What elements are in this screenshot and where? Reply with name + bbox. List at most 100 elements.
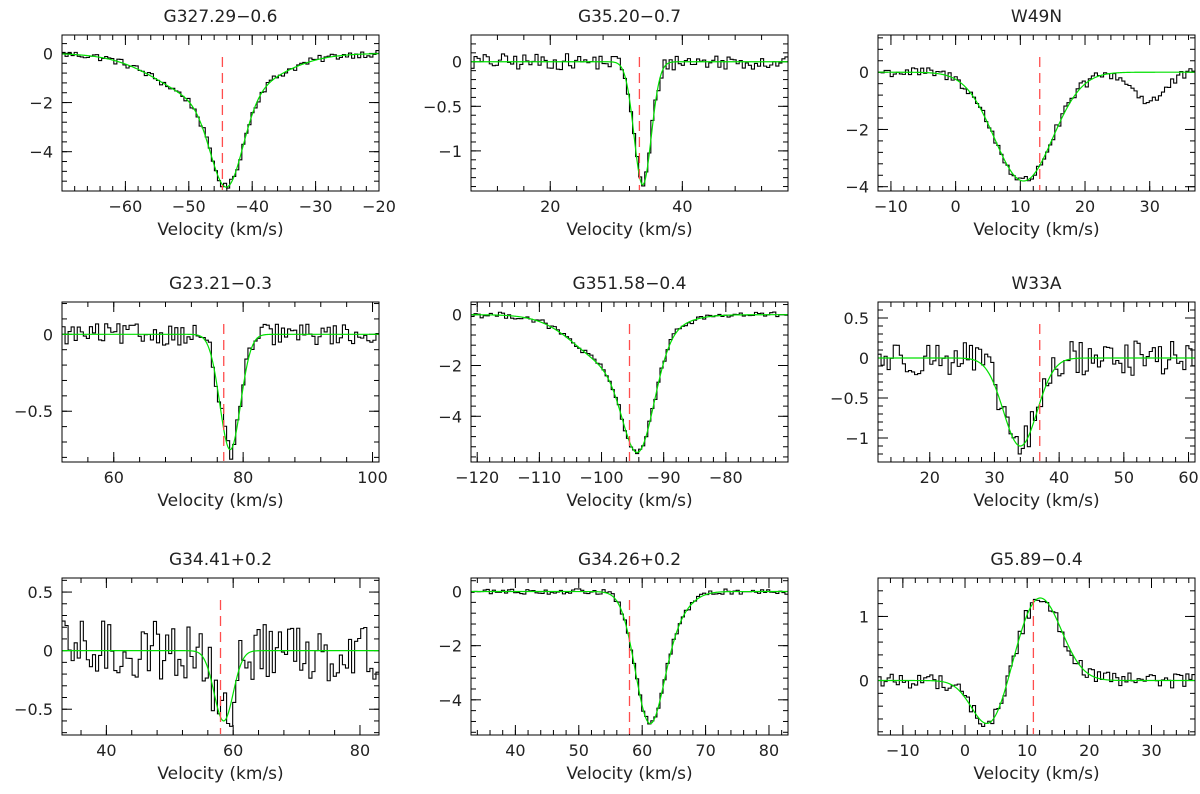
- observed-spectrum: [62, 323, 379, 460]
- y-tick-label: −4: [438, 407, 462, 426]
- y-tick-label: −0.5: [423, 97, 462, 116]
- y-tick-label: −0.5: [830, 389, 869, 408]
- panel-frame: [877, 301, 1196, 463]
- x-tick-label: 60: [632, 741, 652, 760]
- x-tick-label: 80: [350, 741, 370, 760]
- y-tick-label: 0.5: [28, 583, 53, 602]
- x-tick-label: 10: [1010, 197, 1030, 216]
- x-tick-label: −90: [647, 468, 681, 487]
- y-tick-label: 0.5: [844, 309, 869, 328]
- y-tick-label: −2: [438, 637, 462, 656]
- panel-frame: [61, 34, 380, 192]
- x-tick-label: 80: [233, 468, 253, 487]
- x-tick-label: 60: [1178, 468, 1198, 487]
- gaussian-fit-line: [62, 333, 379, 451]
- x-axis-label: Velocity (km/s): [157, 220, 283, 240]
- observed-spectrum: [878, 67, 1195, 182]
- panel-frame: [61, 301, 380, 463]
- x-tick-label: 0: [951, 197, 961, 216]
- y-tick-label: 0: [859, 63, 869, 82]
- spectrum-panel: G34.26+0.2 40 50 60 70 80 0 −2 −4 Velocity (km/s): [438, 550, 789, 784]
- y-tick-label: −2: [845, 120, 869, 139]
- panel-title: W33A: [1011, 274, 1061, 294]
- x-tick-label: 60: [104, 468, 124, 487]
- x-tick-label: −110: [517, 468, 561, 487]
- gaussian-fit-line: [62, 53, 379, 188]
- x-tick-label: −10: [886, 741, 920, 760]
- y-tick-label: −4: [438, 691, 462, 710]
- y-tick-label: −0.5: [14, 700, 53, 719]
- panel-title: G351.58−0.4: [573, 274, 687, 294]
- x-tick-label: −50: [172, 197, 206, 216]
- x-tick-label: 70: [695, 741, 715, 760]
- gaussian-fit-line: [878, 357, 1195, 447]
- spectrum-panel: W49N −10 0 10 20 30 0 −2 −4 Velocity (km/s): [845, 7, 1196, 240]
- x-tick-label: 100: [357, 468, 388, 487]
- x-tick-label: 20: [540, 197, 560, 216]
- x-tick-label: −40: [235, 197, 269, 216]
- y-tick-label: 0: [452, 53, 462, 72]
- x-tick-label: −30: [299, 197, 333, 216]
- x-axis-label: Velocity (km/s): [157, 491, 283, 511]
- y-tick-label: 0: [452, 583, 462, 602]
- x-tick-label: 30: [984, 468, 1004, 487]
- x-tick-label: 80: [759, 741, 779, 760]
- x-axis-label: Velocity (km/s): [566, 220, 692, 240]
- observed-spectrum: [471, 53, 788, 187]
- panel-title: G35.20−0.7: [578, 7, 681, 27]
- x-tick-label: 30: [1140, 197, 1160, 216]
- panel-frame: [470, 34, 789, 192]
- x-tick-label: 50: [569, 741, 589, 760]
- y-tick-label: −4: [845, 178, 869, 197]
- spectrum-panel: G35.20−0.7 20 40 0 −0.5 −1 Velocity (km/s): [423, 7, 789, 240]
- y-tick-label: 0: [43, 325, 53, 344]
- spectrum-panel: G34.41+0.2 40 60 80 0.5 0 −0.5 Velocity (km/s): [14, 550, 380, 784]
- x-tick-label: 0: [960, 741, 970, 760]
- x-axis-label: Velocity (km/s): [973, 491, 1099, 511]
- panel-frame: [470, 577, 789, 736]
- gaussian-fit-line: [471, 61, 788, 186]
- panel-title: G5.89−0.4: [990, 550, 1082, 570]
- x-axis-label: Velocity (km/s): [973, 220, 1099, 240]
- x-tick-label: −120: [455, 468, 499, 487]
- x-tick-label: −60: [109, 197, 143, 216]
- y-tick-label: 0: [43, 642, 53, 661]
- x-tick-label: −80: [709, 468, 743, 487]
- x-tick-label: 20: [920, 468, 940, 487]
- panel-frame: [877, 34, 1196, 192]
- x-tick-label: −100: [580, 468, 624, 487]
- y-tick-label: −0.5: [14, 402, 53, 421]
- gaussian-fit-line: [878, 71, 1195, 182]
- observed-spectrum: [62, 49, 379, 189]
- gaussian-fit-line: [471, 314, 788, 454]
- panel-title: W49N: [1011, 7, 1062, 27]
- y-tick-label: −1: [845, 429, 869, 448]
- y-tick-label: −2: [29, 94, 53, 113]
- x-axis-label: Velocity (km/s): [566, 491, 692, 511]
- panel-title: G23.21−0.3: [169, 274, 272, 294]
- y-tick-label: 1: [859, 607, 869, 626]
- spectrum-panel: G23.21−0.3 60 80 100 0 −0.5 Velocity (km/s): [14, 274, 388, 511]
- x-tick-label: 30: [1141, 741, 1161, 760]
- x-tick-label: 20: [1079, 741, 1099, 760]
- observed-spectrum: [878, 598, 1195, 728]
- observed-spectrum: [62, 620, 379, 727]
- x-tick-label: 40: [505, 741, 525, 760]
- x-tick-label: 50: [1114, 468, 1134, 487]
- panel-frame: [61, 577, 380, 736]
- spectrum-panel: G327.29−0.6 −60 −50 −40 −30 −20 0 −2 −4 Velocity …: [29, 7, 395, 240]
- x-tick-label: 40: [672, 197, 692, 216]
- x-tick-label: −20: [362, 197, 396, 216]
- y-tick-label: 0: [859, 349, 869, 368]
- spectrum-panel: G351.58−0.4 −120 −110 −100 −90 −80 0 −2 −4 Veloci…: [438, 274, 789, 511]
- x-tick-label: −10: [874, 197, 908, 216]
- x-axis-label: Velocity (km/s): [157, 764, 283, 784]
- x-axis-label: Velocity (km/s): [973, 764, 1099, 784]
- x-tick-label: 20: [1075, 197, 1095, 216]
- panel-title: G34.41+0.2: [169, 550, 272, 570]
- y-tick-label: 0: [43, 44, 53, 63]
- y-tick-label: 0: [859, 672, 869, 691]
- panel-frame: [470, 301, 789, 463]
